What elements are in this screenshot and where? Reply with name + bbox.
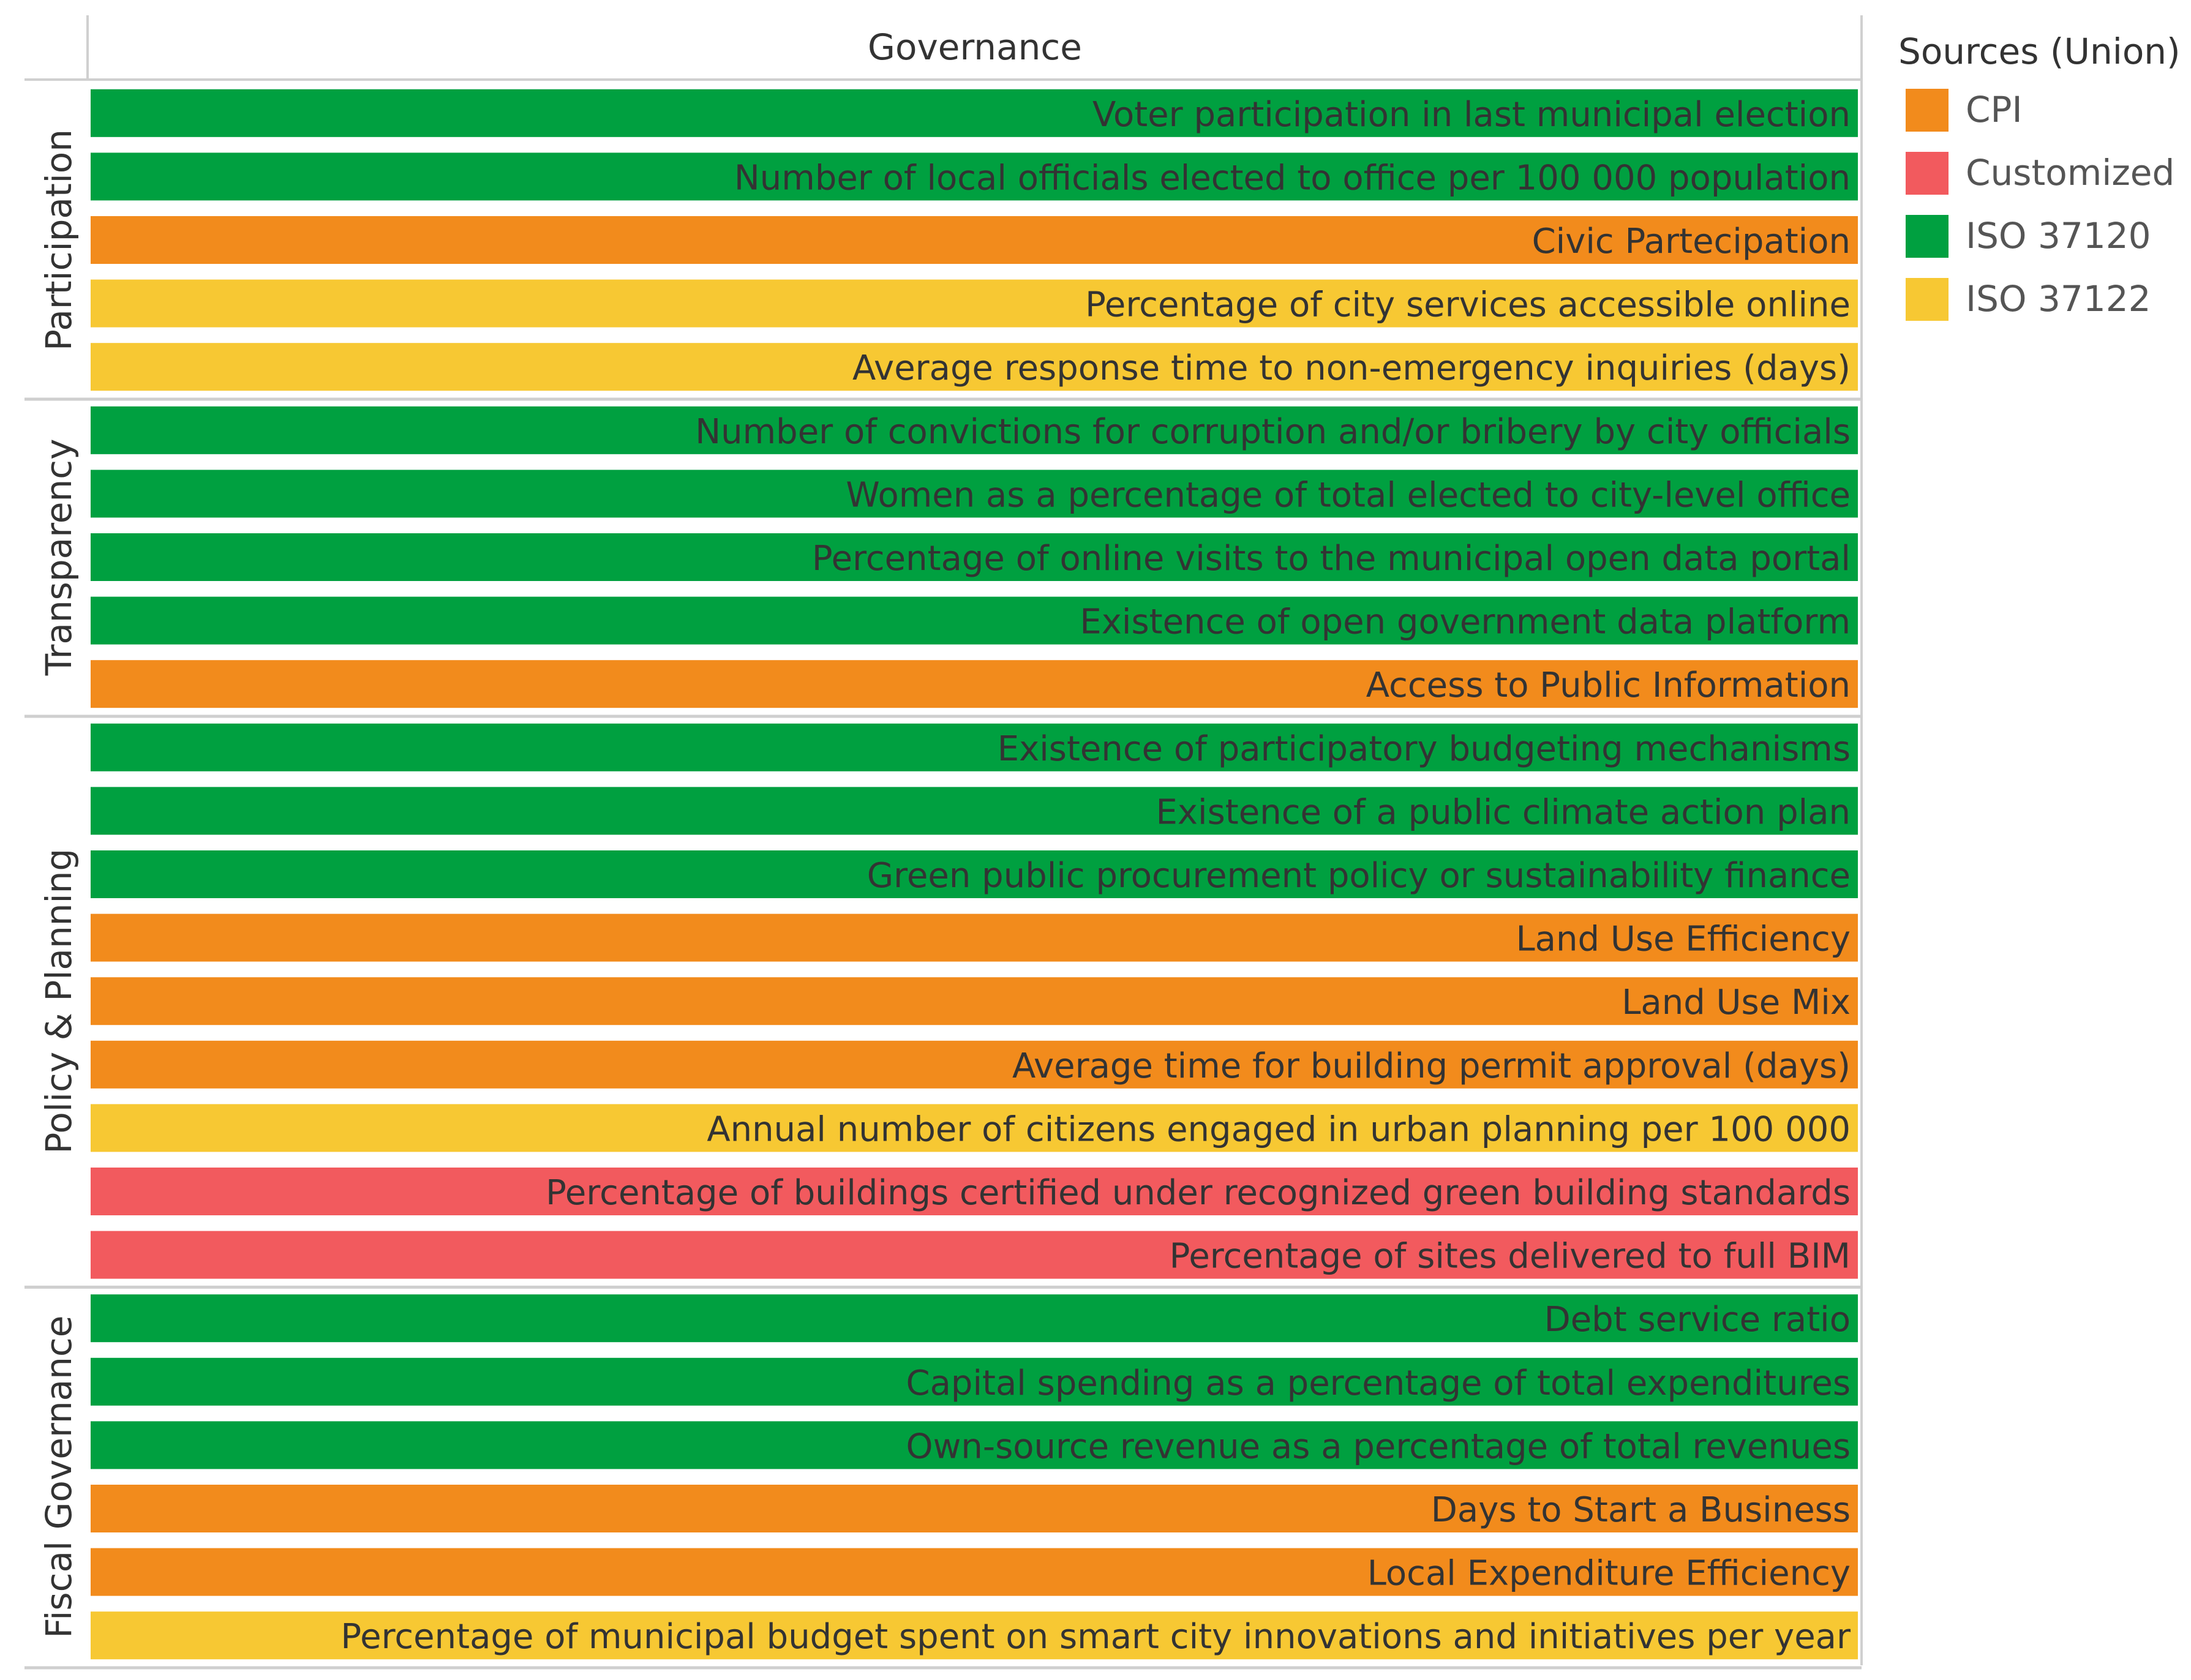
row-label: Average response time to non-emergency i…: [852, 348, 1851, 388]
row-label: Debt service ratio: [1544, 1300, 1851, 1340]
legend-swatch: [1906, 278, 1949, 321]
row-label: Civic Partecipation: [1532, 222, 1851, 261]
bar-iso-37120: [91, 406, 1858, 454]
row-label: Land Use Mix: [1622, 983, 1851, 1022]
bar-iso-37122: [91, 279, 1858, 328]
rows-layer: Voter participation in last municipal el…: [24, 89, 1862, 1670]
column-header: Governance: [868, 26, 1082, 68]
legend-label: CPI: [1966, 89, 2023, 130]
legend-swatch: [1906, 152, 1949, 195]
bar-customized: [91, 1168, 1858, 1215]
bar-customized: [91, 1231, 1858, 1279]
bar-iso-37120: [91, 533, 1858, 581]
legend-title: Sources (Union): [1898, 31, 2181, 72]
legend-label: ISO 37120: [1966, 215, 2151, 257]
bar-cpi: [91, 1040, 1858, 1089]
bar-cpi: [91, 1485, 1858, 1532]
row-label: Local Expenditure Efficiency: [1367, 1554, 1851, 1594]
bar-iso-37120: [91, 152, 1858, 201]
row-label: Access to Public Information: [1366, 666, 1851, 705]
row-label: Average time for building permit approva…: [1012, 1046, 1851, 1086]
row-label: Existence of participatory budgeting mec…: [998, 729, 1851, 769]
group-label: Policy & Planning: [38, 849, 80, 1154]
row-label: Own-source revenue as a percentage of to…: [906, 1427, 1851, 1466]
row-label: Land Use Efficiency: [1516, 920, 1851, 959]
legend-swatch: [1906, 89, 1949, 132]
group-label: Fiscal Governance: [38, 1316, 80, 1638]
bar-iso-37120: [91, 596, 1858, 645]
row-label: Percentage of sites delivered to full BI…: [1170, 1237, 1851, 1277]
bar-iso-37120: [91, 850, 1858, 898]
row-label: Women as a percentage of total elected t…: [846, 475, 1851, 515]
bar-cpi: [91, 216, 1858, 264]
bar-iso-37120: [91, 1357, 1858, 1406]
row-label: Existence of open government data platfo…: [1080, 602, 1851, 642]
row-label: Green public procurement policy or susta…: [867, 856, 1851, 896]
legend-swatch: [1906, 215, 1949, 258]
row-label: Number of convictions for corruption and…: [695, 412, 1851, 452]
row-label: Existence of a public climate action pla…: [1156, 792, 1851, 832]
bar-iso-37120: [91, 723, 1858, 771]
bar-iso-37120: [91, 1294, 1858, 1343]
row-label: Capital spending as a percentage of tota…: [906, 1363, 1851, 1403]
bar-iso-37120: [91, 470, 1858, 518]
group-label: Participation: [38, 129, 80, 351]
row-label: Number of local officials elected to off…: [734, 158, 1851, 198]
bar-iso-37120: [91, 787, 1858, 835]
legend-label: ISO 37122: [1966, 278, 2151, 320]
legend: Sources (Union) CPI Customized ISO 37120 IS…: [1898, 31, 2181, 321]
bar-iso-37120: [91, 1421, 1858, 1469]
row-label: Percentage of online visits to the munic…: [812, 539, 1851, 579]
row-label: Percentage of city services accessible o…: [1085, 285, 1851, 325]
bar-iso-37122: [91, 343, 1858, 391]
row-label: Percentage of municipal budget spent on …: [340, 1617, 1851, 1657]
row-label: Annual number of citizens engaged in urb…: [707, 1109, 1851, 1149]
row-label: Days to Start a Business: [1431, 1490, 1851, 1530]
bar-cpi: [91, 1548, 1858, 1596]
row-label: Voter participation in last municipal el…: [1092, 95, 1851, 135]
bar-iso-37120: [91, 89, 1858, 137]
row-label: Percentage of buildings certified under …: [546, 1173, 1851, 1213]
bar-cpi: [91, 913, 1858, 962]
legend-label: Customized: [1966, 152, 2174, 193]
bar-iso-37122: [91, 1611, 1858, 1660]
bar-cpi: [91, 977, 1858, 1026]
bar-iso-37122: [91, 1104, 1858, 1152]
bar-cpi: [91, 660, 1858, 708]
group-label: Transparency: [38, 439, 80, 677]
